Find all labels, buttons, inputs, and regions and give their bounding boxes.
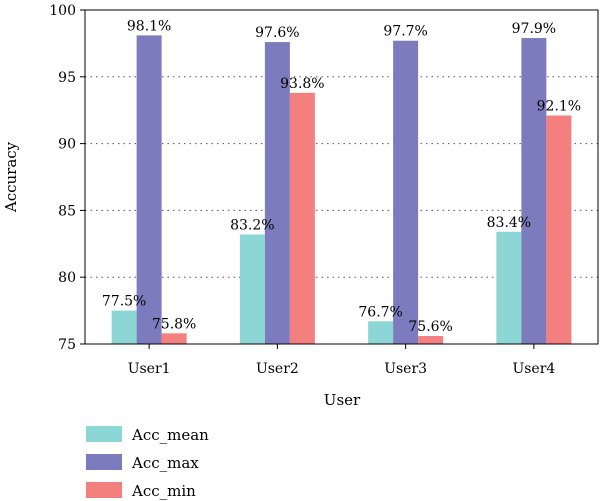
- data-label: 75.6%: [408, 319, 452, 335]
- y-tick-label: 85: [58, 203, 76, 219]
- y-tick-label: 90: [58, 137, 76, 153]
- x-tick-label: User4: [512, 361, 555, 377]
- data-label: 92.1%: [537, 99, 581, 115]
- x-axis-title: User: [324, 391, 361, 409]
- data-label: 97.6%: [255, 25, 299, 41]
- data-label: 83.4%: [487, 215, 531, 231]
- y-tick-label: 100: [49, 3, 76, 19]
- bar-acc-mean: [496, 231, 522, 344]
- data-label: 75.8%: [152, 316, 196, 332]
- legend-label: Acc_max: [131, 454, 199, 472]
- plot-frame: [84, 9, 599, 345]
- bar-acc-min: [289, 92, 315, 344]
- data-label: 97.9%: [512, 21, 556, 37]
- bar-acc-max: [264, 42, 290, 345]
- data-label: 83.2%: [230, 217, 274, 233]
- data-label: 77.5%: [102, 294, 146, 310]
- legend-swatch: [86, 426, 122, 442]
- legend-swatch: [86, 454, 122, 470]
- bar-acc-max: [136, 35, 162, 344]
- legend-swatch: [86, 482, 122, 498]
- x-tick-label: User3: [384, 361, 427, 377]
- data-label: 76.7%: [358, 304, 402, 320]
- x-tick-label: User1: [128, 361, 171, 377]
- legend-label: Acc_min: [131, 482, 196, 500]
- y-tick-label: 80: [58, 270, 76, 286]
- bar-acc-max: [521, 38, 547, 344]
- bar-acc-mean: [111, 310, 137, 344]
- y-tick-label: 95: [58, 70, 76, 86]
- legend: Acc_mean Acc_max Acc_min: [86, 426, 209, 500]
- data-label: 98.1%: [127, 18, 171, 34]
- x-tick-label: User2: [256, 361, 299, 377]
- bar-acc-min: [546, 115, 572, 344]
- y-axis-title: Accuracy: [2, 141, 20, 213]
- bars: [111, 35, 572, 345]
- data-label: 93.8%: [280, 76, 324, 92]
- bar-acc-mean: [368, 321, 394, 344]
- legend-label: Acc_mean: [131, 426, 209, 444]
- data-labels: 77.5% 98.1% 75.8% 83.2% 97.6% 93.8% 76.7% 97.7%…: [102, 18, 581, 335]
- y-tick-label: 75: [58, 337, 76, 353]
- axes: 75 80 85 90 95 100 User1 User2 User3 User4: [49, 3, 599, 377]
- bar-acc-min: [161, 333, 187, 344]
- bar-acc-max: [393, 40, 419, 345]
- bar-acc-min: [418, 335, 444, 344]
- bar-acc-mean: [239, 234, 265, 344]
- data-label: 97.7%: [383, 24, 427, 40]
